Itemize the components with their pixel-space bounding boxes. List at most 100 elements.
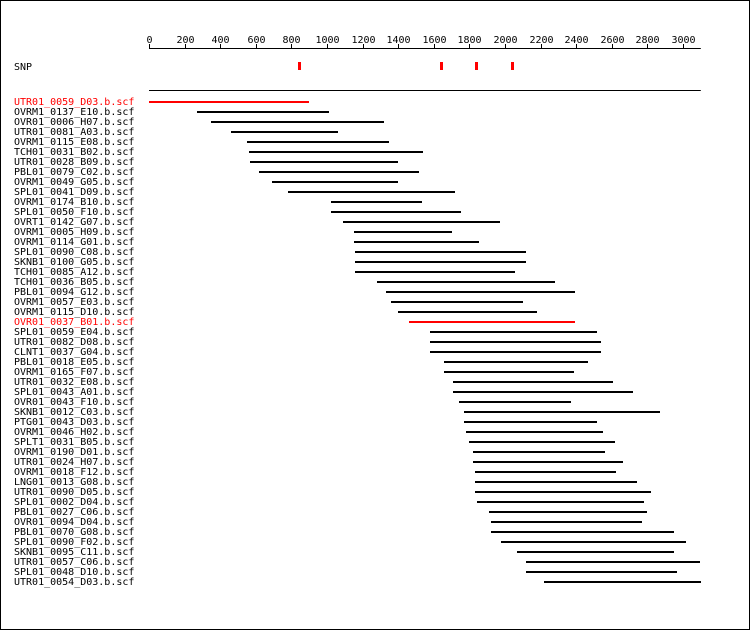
snp-label: SNP bbox=[14, 62, 32, 73]
read-bar bbox=[473, 461, 623, 463]
read-row: UTR01_0028_B09.b.scf bbox=[14, 157, 398, 168]
read-row: SPL01_0048_D10.b.scf bbox=[14, 567, 677, 578]
read-name: OVRM1_0114_G01.b.scf bbox=[14, 237, 134, 248]
read-name: LNG01_0013_G08.b.scf bbox=[14, 477, 134, 488]
axis-tick-label: 1800 bbox=[457, 35, 481, 46]
read-bar bbox=[430, 351, 601, 353]
read-name: PBL01_0018_E05.b.scf bbox=[14, 357, 134, 368]
read-name: TCH01_0085_A12.b.scf bbox=[14, 267, 134, 278]
read-bar bbox=[444, 371, 574, 373]
read-row: OVRM1_0190_D01.b.scf bbox=[14, 447, 605, 458]
read-bar bbox=[491, 521, 642, 523]
axis-tick-label: 1200 bbox=[351, 35, 375, 46]
read-name: OVRM1_0115_E08.b.scf bbox=[14, 137, 134, 148]
read-row: UTR01_0057_C06.b.scf bbox=[14, 557, 700, 568]
read-row: OVRM1_0115_D10.b.scf bbox=[14, 307, 537, 318]
read-name: UTR01_0057_C06.b.scf bbox=[14, 557, 134, 568]
read-name: OVRM1_0165_F07.b.scf bbox=[14, 367, 134, 378]
read-row: OVR01_0043_F10.b.scf bbox=[14, 397, 571, 408]
read-name: UTR01_0054_D03.b.scf bbox=[14, 577, 134, 588]
read-name: OVRT1_0142_G07.b.scf bbox=[14, 217, 134, 228]
read-name: SPL01_0050_F10.b.scf bbox=[14, 207, 134, 218]
read-bar bbox=[517, 551, 674, 553]
read-row: TCH01_0031_B02.b.scf bbox=[14, 147, 423, 158]
read-name: OVRM1_0049_G05.b.scf bbox=[14, 177, 134, 188]
read-name: UTR01_0082_D08.b.scf bbox=[14, 337, 134, 348]
axis-tick-label: 400 bbox=[211, 35, 229, 46]
read-name: UTR01_0081_A03.b.scf bbox=[14, 127, 134, 138]
read-row: UTR01_0081_A03.b.scf bbox=[14, 127, 338, 138]
axis-tick-label: 1400 bbox=[386, 35, 410, 46]
read-bar bbox=[331, 201, 422, 203]
read-bar bbox=[247, 141, 389, 143]
read-name: UTR01_0032_E08.b.scf bbox=[14, 377, 134, 388]
read-bar bbox=[343, 221, 500, 223]
read-row: OVR01_0006_H07.b.scf bbox=[14, 117, 384, 128]
read-bar bbox=[453, 391, 633, 393]
read-name: PBL01_0070_G08.b.scf bbox=[14, 527, 134, 538]
read-name: SPL01_0090_C08.b.scf bbox=[14, 247, 134, 258]
read-bar bbox=[475, 481, 637, 483]
snp-track: SNP bbox=[14, 62, 514, 73]
read-name: OVR01_0094_D04.b.scf bbox=[14, 517, 134, 528]
read-bar bbox=[489, 511, 647, 513]
read-bar bbox=[409, 321, 575, 323]
read-row: LNG01_0013_G08.b.scf bbox=[14, 477, 637, 488]
read-row: PBL01_0070_G08.b.scf bbox=[14, 527, 674, 538]
read-row: UTR01_0059_D03.b.scf bbox=[14, 97, 309, 108]
read-bar bbox=[272, 181, 398, 183]
read-name: PTG01_0043_D03.b.scf bbox=[14, 417, 134, 428]
read-bar bbox=[544, 581, 701, 583]
read-name: UTR01_0059_D03.b.scf bbox=[14, 97, 134, 108]
axis-tick-label: 3000 bbox=[671, 35, 695, 46]
read-name: UTR01_0024_H07.b.scf bbox=[14, 457, 134, 468]
read-bar bbox=[491, 531, 674, 533]
axis-tick-label: 0 bbox=[146, 35, 152, 46]
read-name: SPL01_0041_D09.b.scf bbox=[14, 187, 134, 198]
read-bar bbox=[250, 161, 398, 163]
read-row: OVRM1_0049_G05.b.scf bbox=[14, 177, 398, 188]
read-name: OVR01_0006_H07.b.scf bbox=[14, 117, 134, 128]
axis-tick-label: 1000 bbox=[315, 35, 339, 46]
read-bar bbox=[464, 411, 660, 413]
read-row: OVRM1_0115_E08.b.scf bbox=[14, 137, 389, 148]
read-bar bbox=[526, 571, 677, 573]
read-name: OVR01_0043_F10.b.scf bbox=[14, 397, 134, 408]
read-name: UTR01_0028_B09.b.scf bbox=[14, 157, 134, 168]
read-row: PBL01_0018_E05.b.scf bbox=[14, 357, 588, 368]
read-row: CLNT1_0037_G04.b.scf bbox=[14, 347, 601, 358]
read-bar bbox=[469, 441, 615, 443]
read-bar bbox=[355, 261, 526, 263]
read-bar bbox=[231, 131, 338, 133]
read-row: OVRM1_0137_E10.b.scf bbox=[14, 107, 329, 118]
read-row: PBL01_0094_G12.b.scf bbox=[14, 287, 575, 298]
read-row: SKNB1_0095_C11.b.scf bbox=[14, 547, 674, 558]
read-row: PBL01_0027_C06.b.scf bbox=[14, 507, 647, 518]
read-row: OVRM1_0018_F12.b.scf bbox=[14, 467, 616, 478]
read-name: OVRM1_0137_E10.b.scf bbox=[14, 107, 134, 118]
read-row: OVRM1_0057_E03.b.scf bbox=[14, 297, 523, 308]
read-bar bbox=[453, 381, 613, 383]
read-row: PBL01_0079_C02.b.scf bbox=[14, 167, 419, 178]
read-name: PBL01_0094_G12.b.scf bbox=[14, 287, 134, 298]
read-bar bbox=[197, 111, 329, 113]
read-bar bbox=[526, 561, 700, 563]
read-bar bbox=[354, 231, 452, 233]
read-bar bbox=[501, 541, 686, 543]
snp-marker bbox=[475, 62, 478, 70]
axis-tick-label: 1600 bbox=[422, 35, 446, 46]
read-bar bbox=[475, 471, 616, 473]
read-bar bbox=[386, 291, 575, 293]
axis-tick-label: 200 bbox=[176, 35, 194, 46]
read-name: OVRM1_0190_D01.b.scf bbox=[14, 447, 134, 458]
read-name: SKNB1_0100_G05.b.scf bbox=[14, 257, 134, 268]
read-bar bbox=[459, 401, 571, 403]
read-row: UTR01_0082_D08.b.scf bbox=[14, 337, 601, 348]
read-row: UTR01_0024_H07.b.scf bbox=[14, 457, 623, 468]
read-bar bbox=[355, 271, 515, 273]
read-row: TCH01_0036_B05.b.scf bbox=[14, 277, 555, 288]
read-bar bbox=[430, 331, 597, 333]
read-row: SPL01_0090_F02.b.scf bbox=[14, 537, 686, 548]
read-name: OVRM1_0057_E03.b.scf bbox=[14, 297, 134, 308]
